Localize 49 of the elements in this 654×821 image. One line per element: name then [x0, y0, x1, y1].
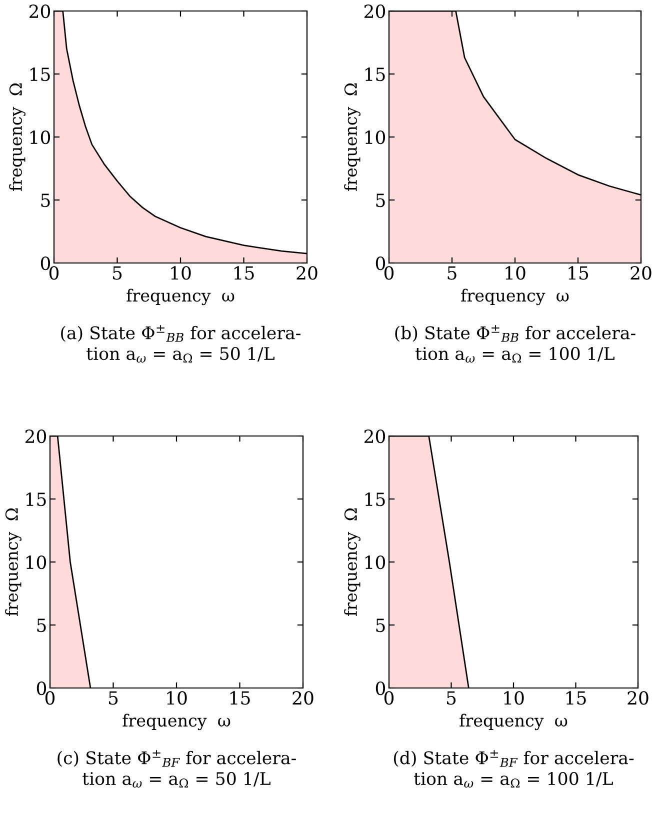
y-tick-label: 10 — [365, 555, 386, 570]
x-tick-label: 15 — [234, 266, 254, 280]
x-axis-title: frequency ω — [126, 288, 234, 306]
y-tick-label: 0 — [376, 256, 386, 270]
y-tick-label: 15 — [30, 67, 50, 82]
y-tick-label: 15 — [365, 492, 385, 506]
y-axis-title: frequency Ω — [344, 83, 360, 191]
y-tick-label: 20 — [364, 429, 386, 444]
x-tick-label: 10 — [504, 691, 524, 705]
x-tick-label: 20 — [630, 266, 652, 280]
y-tick-label: 5 — [41, 194, 50, 208]
x-axis-title: frequency ω — [122, 714, 230, 730]
x-tick-label: 20 — [628, 691, 648, 705]
x-axis-title: frequency ω — [461, 288, 569, 306]
y-tick-label: 0 — [376, 681, 386, 696]
y-tick-label: 10 — [30, 130, 50, 144]
x-tick-label: 15 — [230, 691, 250, 705]
chart-title: (a) State Φ$^{±}$$_{BB}$ for accelera- tion a$_{ω}$ = a$_{Ω}$ = 50 1/L — [61, 325, 300, 363]
y-tick-label: 15 — [26, 492, 46, 506]
y-tick-label: 15 — [365, 67, 385, 82]
y-tick-label: 5 — [376, 194, 385, 208]
y-axis-title: frequency Ω — [5, 508, 22, 616]
x-axis-title: frequency ω — [460, 714, 568, 730]
x-tick-label: 5 — [447, 691, 456, 705]
x-tick-label: 5 — [113, 266, 122, 280]
chart-title: (d) State Φ$^{±}$$_{BF}$ for accelera- tion a$_{ω}$ = a$_{Ω}$ = 100 1/L — [394, 750, 634, 788]
x-tick-label: 15 — [566, 691, 586, 705]
y-tick-label: 20 — [29, 4, 50, 18]
x-tick-label: 10 — [506, 266, 526, 280]
y-tick-label: 20 — [364, 4, 386, 18]
x-tick-label: 20 — [292, 691, 314, 705]
y-tick-label: 10 — [26, 555, 46, 570]
chart-title: (b) State Φ$^{±}$$_{BB}$ for accelera- tion a$_{ω}$ = a$_{Ω}$ = 100 1/L — [395, 325, 636, 363]
y-tick-label: 0 — [40, 256, 50, 270]
y-tick-label: 20 — [25, 429, 46, 444]
y-tick-label: 5 — [37, 618, 46, 632]
y-tick-label: 10 — [365, 130, 386, 144]
x-tick-label: 0 — [49, 266, 59, 280]
x-tick-label: 10 — [167, 691, 187, 705]
x-tick-label: 15 — [568, 266, 588, 280]
x-tick-label: 20 — [296, 266, 318, 280]
x-tick-label: 10 — [171, 266, 191, 280]
chart-title: (c) State Φ$^{±}$$_{BF}$ for accelera- tion a$_{ω}$ = a$_{Ω}$ = 50 1/L — [58, 750, 296, 788]
y-axis-title: frequency Ω — [9, 83, 26, 191]
y-tick-label: 5 — [376, 618, 385, 632]
x-tick-label: 5 — [448, 266, 456, 280]
x-tick-label: 5 — [109, 691, 118, 705]
y-tick-label: 0 — [36, 681, 46, 696]
y-axis-title: frequency Ω — [344, 508, 360, 616]
